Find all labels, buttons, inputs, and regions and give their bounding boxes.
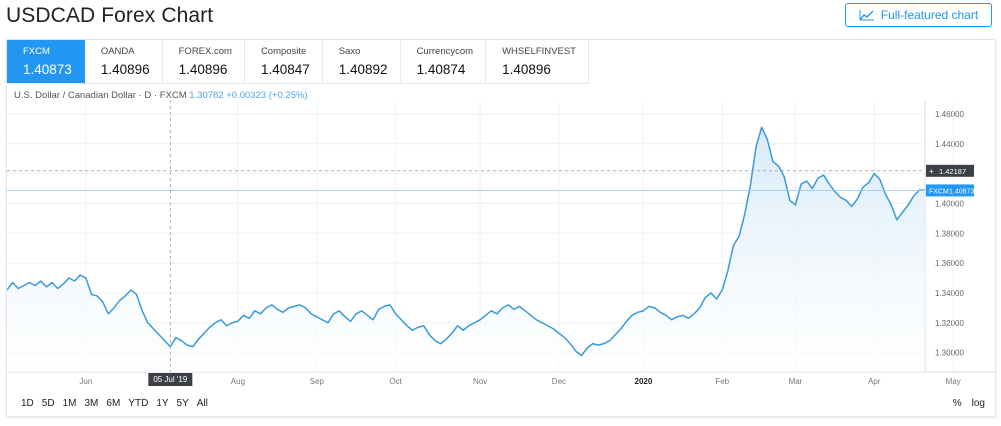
tab-oanda[interactable]: OANDA 1.40896 bbox=[84, 40, 163, 84]
last-price-source: FXCM bbox=[929, 188, 949, 195]
tab-name: Currencycom bbox=[416, 46, 474, 57]
last-price-badge bbox=[926, 184, 974, 197]
page-title: USDCAD Forex Chart bbox=[6, 4, 214, 27]
range-all[interactable]: All bbox=[196, 398, 208, 409]
tab-price: 1.40892 bbox=[338, 62, 388, 77]
tab-currencycom[interactable]: Currencycom 1.40874 bbox=[400, 40, 487, 84]
range-5d[interactable]: 5D bbox=[41, 398, 55, 409]
x-tick-label: Dec bbox=[552, 377, 566, 386]
legend-symbol: U.S. Dollar / Canadian Dollar · D · FXCM bbox=[14, 90, 187, 101]
chart-legend: U.S. Dollar / Canadian Dollar · D · FXCM… bbox=[14, 90, 308, 101]
tab-composite[interactable]: Composite 1.40847 bbox=[244, 40, 323, 84]
chart-line-icon bbox=[859, 10, 874, 21]
crosshair-date: 05 Jul '19 bbox=[153, 375, 188, 384]
tab-name: OANDA bbox=[100, 46, 135, 57]
tab-name: FXCM bbox=[23, 46, 50, 57]
x-tick-label: Oct bbox=[389, 377, 402, 386]
x-tick-label: Aug bbox=[231, 377, 245, 386]
tab-name: Saxo bbox=[338, 46, 361, 57]
tab-forex-com[interactable]: FOREX.com 1.40896 bbox=[162, 40, 245, 84]
x-tick-label: Feb bbox=[715, 377, 729, 386]
legend-values: 1.30782 +0.00323 (+0.25%) bbox=[189, 90, 308, 101]
crosshair-price-badge bbox=[926, 164, 974, 177]
scale-options: % log bbox=[953, 398, 985, 409]
last-price-value: 1.40873 bbox=[949, 188, 974, 195]
crosshair-date-badge bbox=[148, 373, 193, 386]
tab-whselfinvest[interactable]: WHSELFINVEST 1.40896 bbox=[486, 40, 589, 84]
x-tick-label: Apr bbox=[868, 377, 881, 386]
tab-name: FOREX.com bbox=[178, 46, 232, 57]
x-tick-label: 2020 bbox=[635, 377, 653, 386]
x-tick-label: Sep bbox=[310, 377, 325, 386]
y-tick-label: 1.36000 bbox=[935, 259, 964, 268]
range-selector: 1D 5D 1M 3M 6M YTD 1Y 5Y All bbox=[17, 398, 212, 409]
tab-price: 1.40896 bbox=[502, 62, 551, 77]
y-tick-label: 1.32000 bbox=[935, 319, 964, 328]
y-tick-label: 1.40000 bbox=[935, 199, 964, 208]
y-tick-label: 1.46000 bbox=[935, 110, 964, 119]
tab-price: 1.40896 bbox=[178, 62, 228, 77]
range-ytd[interactable]: YTD bbox=[128, 398, 149, 409]
tab-saxo[interactable]: Saxo 1.40892 bbox=[322, 40, 401, 84]
crosshair-price: 1.42187 bbox=[939, 167, 966, 176]
chart-panel: FXCM 1.40873 OANDA 1.40896 FOREX.com 1.40896 C… bbox=[6, 39, 996, 417]
range-1d[interactable]: 1D bbox=[21, 398, 34, 409]
tab-price: 1.40847 bbox=[260, 62, 310, 77]
range-1y[interactable]: 1Y bbox=[156, 398, 169, 409]
x-tick-label: May bbox=[946, 377, 961, 386]
price-line bbox=[7, 126, 926, 357]
range-6m[interactable]: 6M bbox=[106, 398, 121, 409]
log-scale-toggle[interactable]: log bbox=[971, 398, 985, 409]
price-area bbox=[7, 127, 925, 372]
broker-tabs: FXCM 1.40873 OANDA 1.40896 FOREX.com 1.40896 C… bbox=[7, 40, 589, 84]
tab-name: WHSELFINVEST bbox=[502, 46, 576, 57]
crosshair-plus-icon: + bbox=[929, 167, 934, 176]
y-tick-label: 1.34000 bbox=[935, 289, 964, 298]
x-tick-label: Nov bbox=[473, 377, 487, 386]
tab-fxcm[interactable]: FXCM 1.40873 bbox=[7, 40, 85, 84]
range-5y[interactable]: 5Y bbox=[176, 398, 189, 409]
full-featured-chart-label: Full-featured chart bbox=[880, 8, 979, 22]
x-tick-label: Jun bbox=[79, 377, 92, 386]
tab-price: 1.40896 bbox=[100, 62, 150, 77]
y-tick-label: 1.38000 bbox=[935, 229, 964, 238]
range-3m[interactable]: 3M bbox=[84, 398, 99, 409]
tab-price: 1.40873 bbox=[23, 62, 72, 77]
y-tick-label: 1.44000 bbox=[935, 140, 964, 149]
price-chart[interactable]: 1.460001.440001.420001.400001.380001.360… bbox=[7, 100, 995, 396]
tab-name: Composite bbox=[260, 46, 307, 57]
x-tick-label: Mar bbox=[789, 377, 803, 386]
full-featured-chart-button[interactable]: Full-featured chart bbox=[845, 3, 992, 27]
range-1m[interactable]: 1M bbox=[62, 398, 77, 409]
y-tick-label: 1.30000 bbox=[935, 349, 964, 358]
tab-price: 1.40874 bbox=[416, 62, 466, 77]
percent-scale-toggle[interactable]: % bbox=[952, 398, 962, 409]
